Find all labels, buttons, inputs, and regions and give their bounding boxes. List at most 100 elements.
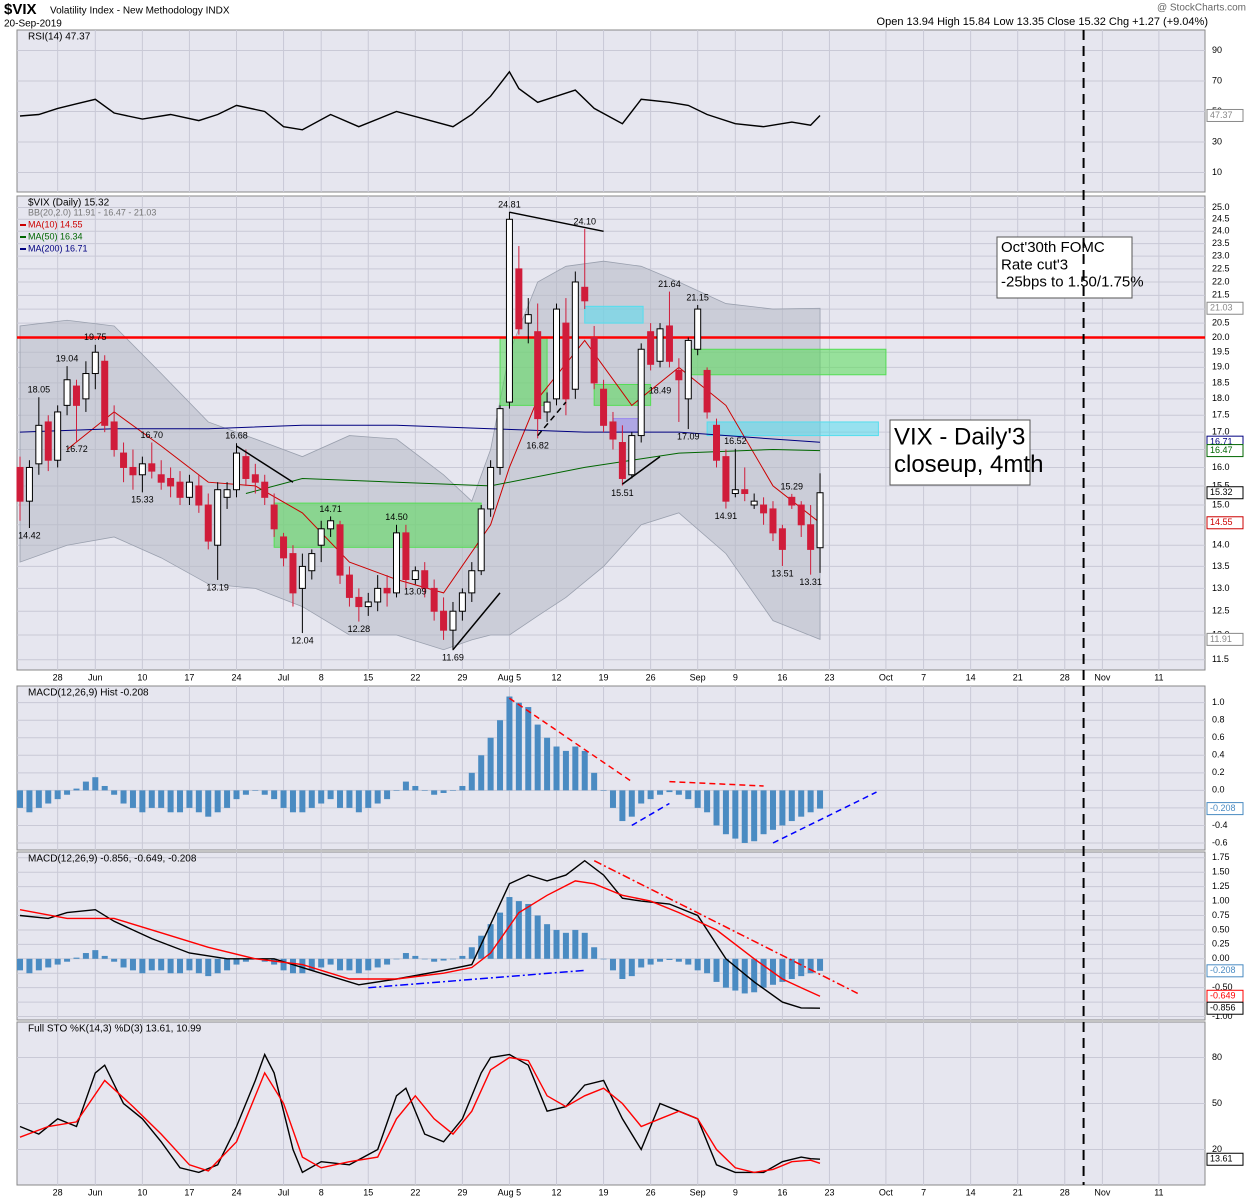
x-tick-label: 29 <box>457 672 467 682</box>
hist-bar <box>468 772 475 791</box>
candle-body <box>251 474 259 483</box>
y-tick-label: 22.0 <box>1212 276 1230 286</box>
candle-body <box>392 532 400 594</box>
price-annotation: 12.04 <box>291 635 314 645</box>
candle-body <box>590 336 598 384</box>
candle-body <box>374 587 382 603</box>
candle-body <box>317 528 325 546</box>
hist-bar <box>431 958 438 962</box>
hist-bar <box>242 958 249 962</box>
candle-body <box>16 466 24 502</box>
symbol: $VIX <box>4 1 37 18</box>
x-tick-label: Jun <box>88 672 103 682</box>
price-annotation: 13.09 <box>404 587 427 597</box>
hist-bar <box>657 790 664 795</box>
candle-body <box>35 424 43 465</box>
hist-bar <box>534 724 541 791</box>
hist-bar <box>468 947 475 959</box>
hist-bar <box>82 781 89 791</box>
value-tag <box>1206 516 1244 530</box>
hist-bar <box>572 746 579 791</box>
candle-body <box>298 565 306 589</box>
hist-bar <box>732 958 739 991</box>
price-annotation: 14.42 <box>18 530 41 540</box>
candle-body <box>421 570 429 589</box>
zone <box>689 348 887 376</box>
candle-body <box>553 308 561 400</box>
x-tick-label: 17 <box>184 672 194 682</box>
x-tick-label: 23 <box>824 1187 834 1197</box>
hist-bar <box>205 790 212 817</box>
legend-entry: MA(50) 16.34 <box>28 231 83 241</box>
y-tick-label: 14.0 <box>1212 540 1230 550</box>
hist-bar <box>553 746 560 791</box>
y-tick-label: 1.00 <box>1212 895 1230 905</box>
candle-body <box>195 485 203 506</box>
hist-bar <box>346 790 353 808</box>
x-tick-label: 8 <box>319 1187 324 1197</box>
hist-bar <box>35 958 42 971</box>
x-tick-label: 14 <box>966 672 976 682</box>
hist-bar <box>487 737 494 791</box>
hist-bar <box>224 790 231 808</box>
hist-bar <box>374 958 381 968</box>
y-tick-label: 0.6 <box>1212 732 1225 742</box>
hist-bar <box>562 750 569 791</box>
hist-bar <box>741 958 748 994</box>
x-tick-label: 11 <box>1154 1187 1163 1197</box>
value-tag <box>1206 486 1244 500</box>
hist-bar <box>35 790 42 808</box>
hist-bar <box>355 958 362 974</box>
y-tick-label: 24.5 <box>1212 214 1230 224</box>
legend-entry: MA(10) 14.55 <box>28 219 83 229</box>
candle-body <box>110 421 118 451</box>
hist-bar <box>289 790 296 813</box>
price-annotation: 16.72 <box>65 444 88 454</box>
price-annotation: 24.81 <box>498 199 521 209</box>
price-annotation: 18.49 <box>649 386 672 396</box>
panel-title: MACD(12,26,9) Hist -0.208 <box>28 688 149 699</box>
hist-bar <box>544 924 551 959</box>
y-tick-label: 1.75 <box>1212 852 1230 862</box>
hist-bar <box>817 790 824 809</box>
y-tick-label: 11.5 <box>1212 654 1229 664</box>
y-tick-label: 1.25 <box>1212 881 1230 891</box>
candle-body <box>722 456 730 502</box>
candle-body <box>242 456 250 479</box>
x-tick-label: Sep <box>690 1187 706 1197</box>
symbol-name: Volatility Index - New Methodology INDX <box>50 6 230 17</box>
x-tick-label: 24 <box>231 1187 241 1197</box>
hist-bar <box>798 958 805 977</box>
price-annotation: 19.04 <box>56 354 79 364</box>
hist-bar <box>788 958 795 980</box>
hist-bar <box>101 955 108 959</box>
y-tick-label: 21.5 <box>1212 290 1230 300</box>
hist-bar <box>412 785 419 791</box>
candle-body <box>807 524 815 550</box>
y-tick-label: 16.0 <box>1212 462 1230 472</box>
price-annotation: 12.28 <box>348 624 371 634</box>
hist-bar <box>431 790 438 795</box>
hist-bar <box>506 897 513 959</box>
y-tick-label: 0.25 <box>1212 939 1230 949</box>
hist-bar <box>280 790 287 808</box>
candle-body <box>148 463 156 472</box>
candle-body <box>618 442 626 479</box>
hist-bar <box>186 958 193 971</box>
value-tag <box>1206 301 1244 315</box>
hist-bar <box>675 958 682 962</box>
hist-bar <box>525 707 532 791</box>
hist-bar <box>581 932 588 959</box>
hist-bar <box>751 790 758 842</box>
x-tick-label: Sep <box>690 672 706 682</box>
hist-bar <box>666 958 673 960</box>
hist-bar <box>440 958 447 961</box>
value-tag <box>1206 632 1244 646</box>
hist-bar <box>562 932 569 959</box>
hist-bar <box>167 958 174 974</box>
candle-body <box>214 489 222 546</box>
hist-bar <box>224 958 231 971</box>
hist-bar <box>158 790 165 808</box>
candle-body <box>261 481 269 498</box>
hist-bar <box>497 912 504 959</box>
